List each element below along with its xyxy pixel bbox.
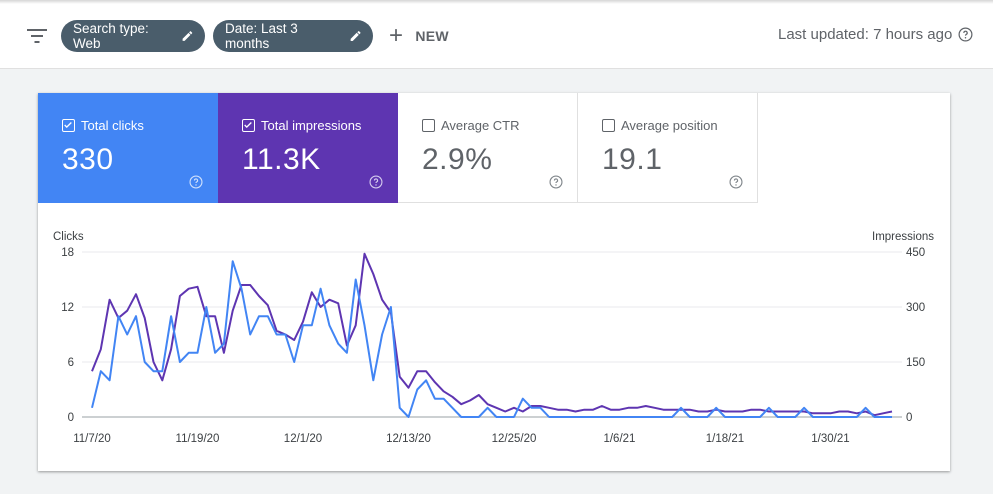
metric-label: Average CTR xyxy=(422,118,520,133)
help-icon[interactable] xyxy=(549,175,563,189)
last-updated: Last updated: 7 hours ago xyxy=(778,26,973,43)
top-shadow xyxy=(0,0,993,4)
y-tick-label-left: 18 xyxy=(61,247,74,259)
metric-total-clicks[interactable]: Total clicks 330 xyxy=(38,93,218,203)
top-toolbar: Search type: Web Date: Last 3 months + N… xyxy=(0,0,993,69)
x-tick-label: 11/7/20 xyxy=(73,433,111,445)
pencil-icon xyxy=(350,31,361,41)
chip-label: Search type: Web xyxy=(73,21,149,51)
checkbox-unchecked[interactable] xyxy=(602,119,615,132)
date-range-chip[interactable]: Date: Last 3 months xyxy=(213,20,373,52)
metric-name: Average CTR xyxy=(441,118,520,133)
y-tick-label-right: 150 xyxy=(906,357,925,369)
checkbox-checked[interactable] xyxy=(62,119,75,132)
performance-card: Total clicks 330 Total impressions 11.3K… xyxy=(38,93,950,471)
x-tick-label: 1/6/21 xyxy=(603,433,635,445)
checkbox-checked[interactable] xyxy=(242,119,255,132)
x-tick-label: 11/19/20 xyxy=(176,433,220,445)
metric-label: Total impressions xyxy=(242,118,361,133)
series-line-impressions xyxy=(91,252,893,417)
metric-total-impressions[interactable]: Total impressions 11.3K xyxy=(218,93,398,203)
y-tick-label-left: 6 xyxy=(68,357,74,369)
checkbox-unchecked[interactable] xyxy=(422,119,435,132)
metric-average-ctr[interactable]: Average CTR 2.9% xyxy=(398,93,578,203)
new-label: NEW xyxy=(415,28,449,44)
metric-value: 11.3K xyxy=(242,143,321,176)
filter-list-icon[interactable] xyxy=(26,26,48,46)
help-icon[interactable] xyxy=(958,27,973,42)
series-line-clicks xyxy=(91,260,892,418)
last-updated-text: Last updated: 7 hours ago xyxy=(778,26,953,43)
metric-label: Total clicks xyxy=(62,118,144,133)
metric-name: Total clicks xyxy=(81,118,144,133)
help-icon[interactable] xyxy=(189,175,203,189)
y-tick-label-right: 450 xyxy=(906,247,925,259)
help-icon[interactable] xyxy=(369,175,383,189)
plus-icon: + xyxy=(389,22,404,49)
metric-value: 2.9% xyxy=(422,143,493,176)
y-tick-label-right: 0 xyxy=(906,412,912,424)
search-type-chip[interactable]: Search type: Web xyxy=(61,20,205,52)
y-tick-label-left: 0 xyxy=(68,412,74,424)
metric-average-position[interactable]: Average position 19.1 xyxy=(578,93,758,203)
metric-label: Average position xyxy=(602,118,718,133)
y-tick-label-right: 300 xyxy=(906,302,925,314)
new-filter-button[interactable]: + NEW xyxy=(389,24,449,48)
x-tick-label: 1/18/21 xyxy=(706,433,744,445)
y-axis-title-left: Clicks xyxy=(53,231,84,243)
metric-name: Average position xyxy=(621,118,718,133)
x-tick-label: 12/1/20 xyxy=(284,433,322,445)
x-tick-label: 12/13/20 xyxy=(386,433,431,445)
metric-value: 19.1 xyxy=(602,143,663,176)
performance-chart: Clicks Impressions 0 6 12 18 0 150 300 450 11/7/20… xyxy=(53,231,934,445)
y-tick-label-left: 12 xyxy=(61,302,74,314)
help-icon[interactable] xyxy=(729,175,743,189)
chip-label: Date: Last 3 months xyxy=(225,21,298,51)
y-axis-title-right: Impressions xyxy=(872,231,934,243)
x-tick-label: 12/25/20 xyxy=(492,433,537,445)
x-tick-label: 1/30/21 xyxy=(811,433,849,445)
pencil-icon xyxy=(182,31,193,41)
metric-name: Total impressions xyxy=(261,118,362,133)
metric-value: 330 xyxy=(62,143,114,176)
